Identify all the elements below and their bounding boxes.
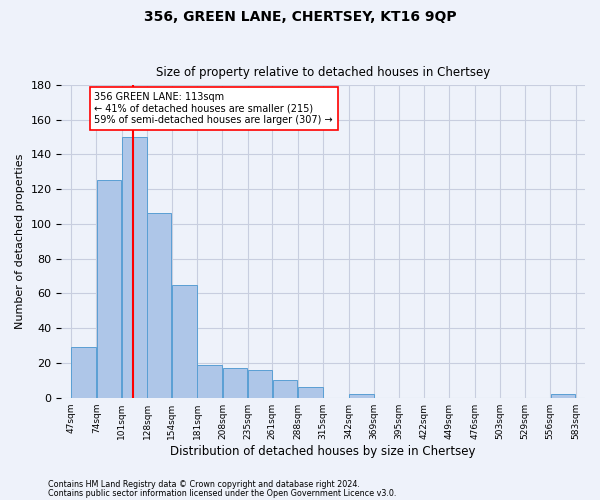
Bar — [551, 394, 575, 398]
Text: Contains public sector information licensed under the Open Government Licence v3: Contains public sector information licen… — [48, 489, 397, 498]
Bar — [197, 364, 222, 398]
Bar — [248, 370, 272, 398]
Bar — [71, 348, 96, 398]
Bar — [223, 368, 247, 398]
Bar — [349, 394, 374, 398]
Title: Size of property relative to detached houses in Chertsey: Size of property relative to detached ho… — [156, 66, 490, 80]
Text: 356, GREEN LANE, CHERTSEY, KT16 9QP: 356, GREEN LANE, CHERTSEY, KT16 9QP — [143, 10, 457, 24]
Y-axis label: Number of detached properties: Number of detached properties — [15, 154, 25, 329]
Bar — [273, 380, 298, 398]
Bar — [148, 214, 171, 398]
Bar — [97, 180, 121, 398]
Text: 356 GREEN LANE: 113sqm
← 41% of detached houses are smaller (215)
59% of semi-de: 356 GREEN LANE: 113sqm ← 41% of detached… — [94, 92, 333, 125]
Bar — [122, 137, 147, 398]
Text: Contains HM Land Registry data © Crown copyright and database right 2024.: Contains HM Land Registry data © Crown c… — [48, 480, 360, 489]
X-axis label: Distribution of detached houses by size in Chertsey: Distribution of detached houses by size … — [170, 444, 476, 458]
Bar — [298, 388, 323, 398]
Bar — [172, 284, 197, 398]
